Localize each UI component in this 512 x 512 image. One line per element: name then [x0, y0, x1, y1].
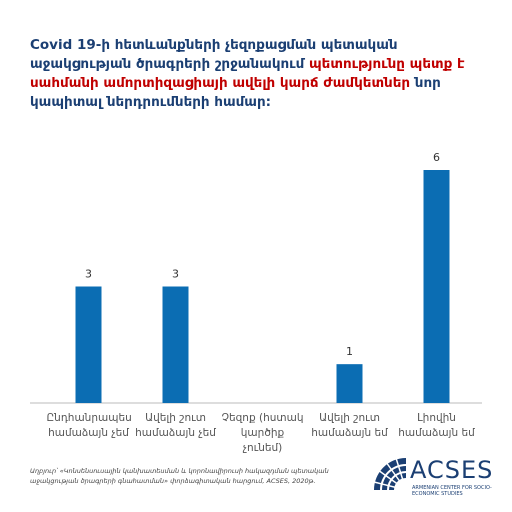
bar: [162, 286, 189, 403]
logo-name: ACSES: [410, 456, 494, 484]
x-tick-label: Ընդհանրապես համաձայն չեմ: [46, 412, 132, 439]
x-tick-label: Չեզոք (հստակ կարծիք չունեմ): [221, 412, 304, 454]
x-tick-label: Ավելի շուտ համաձայն եմ: [311, 412, 388, 439]
bar: [423, 170, 450, 403]
title-segment: նոր կապիտալ ներդրումների համար:: [30, 75, 441, 110]
bar: [336, 364, 363, 403]
bar: [75, 286, 102, 403]
title-segment: Covid 19-ի հետևանքների չեզոքացման պետակա…: [30, 37, 398, 72]
data-label: 6: [433, 151, 440, 164]
logo-subtitle: ARMENIAN CENTER FOR SOCIO-ECONOMIC STUDI…: [412, 485, 492, 497]
source-note: Աղբյուր՝ «Կոնսենսուսային կանխատեսման և կ…: [30, 467, 329, 485]
logo-icon: [373, 457, 407, 491]
x-tick-label: Ավելի շուտ համաձայն չեմ: [135, 412, 216, 439]
data-label: 3: [172, 268, 179, 281]
x-tick-label: Լիովին համաձայն եմ: [398, 412, 475, 439]
title-segment: պետությունը պետք է սահմանի ամորտիզացիայի…: [30, 56, 465, 91]
chart-title: Covid 19-ի հետևանքների չեզոքացման պետակա…: [30, 36, 480, 112]
data-label: 3: [85, 268, 92, 281]
data-label: 1: [346, 345, 353, 358]
